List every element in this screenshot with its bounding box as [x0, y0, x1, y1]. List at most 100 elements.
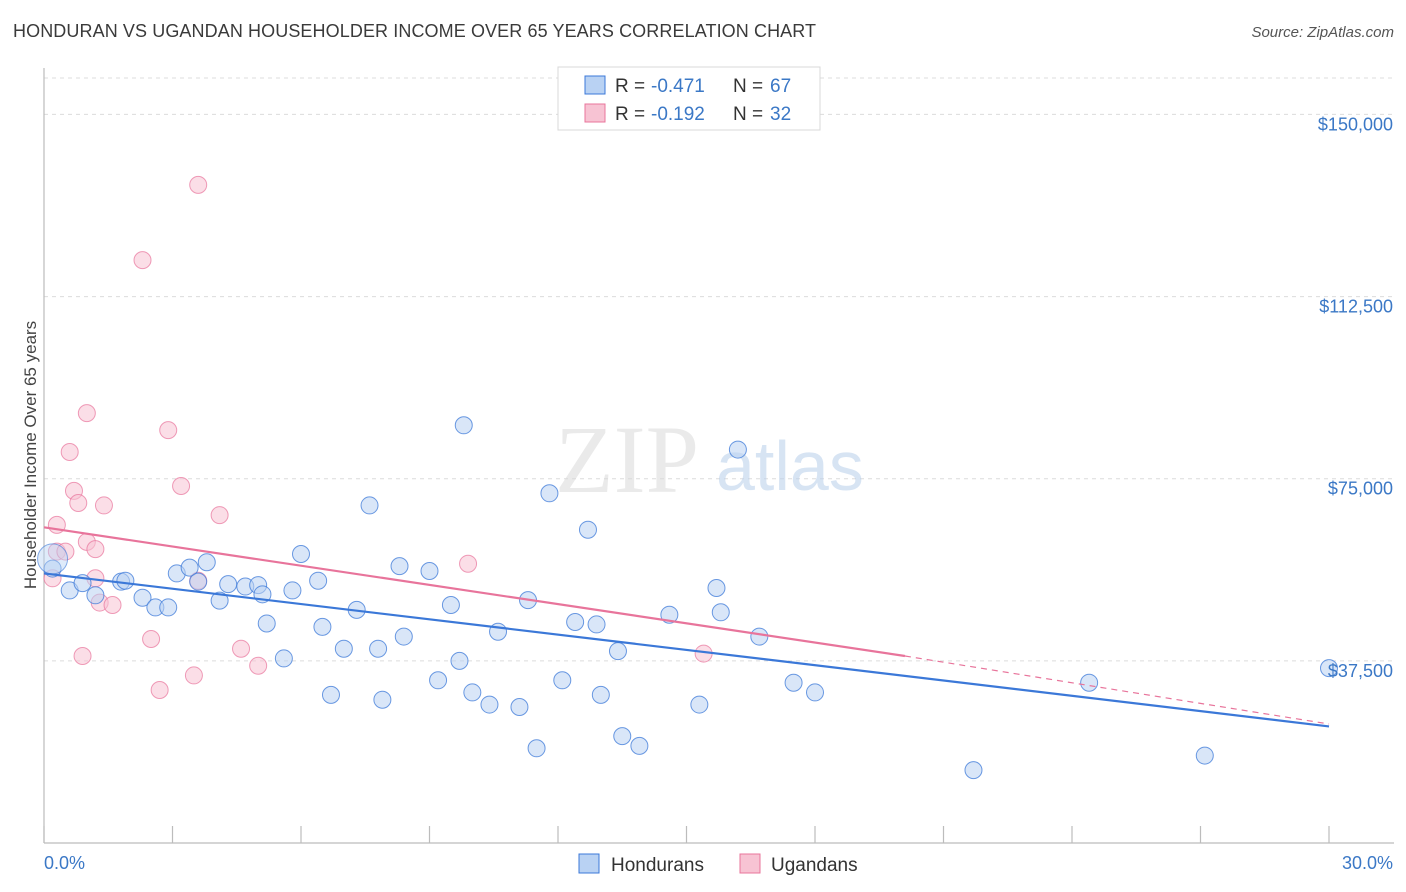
- chart-title: HONDURAN VS UGANDAN HOUSEHOLDER INCOME O…: [13, 21, 817, 41]
- hondurans-point: [750, 627, 769, 646]
- hondurans-point: [566, 613, 585, 631]
- hondurans-point: [806, 683, 824, 702]
- legend-r-value-hondurans: -0.471: [651, 76, 705, 97]
- hondurans-point: [360, 496, 379, 515]
- ugandans-point: [184, 666, 203, 685]
- hondurans-point: [210, 591, 229, 610]
- ugandans-point: [69, 494, 88, 512]
- hondurans-point: [711, 603, 730, 622]
- ugandans-point: [77, 404, 96, 423]
- hondurans-point: [309, 571, 328, 590]
- hondurans-point: [219, 575, 238, 594]
- trend-lines: [43, 526, 1330, 728]
- hondurans-point: [116, 571, 135, 590]
- correlation-legend: R = -0.471 N = 67 R = -0.192 N = 32: [557, 66, 821, 131]
- hondurans-point: [587, 615, 606, 634]
- ugandans-point: [60, 443, 79, 461]
- legend-swatch-hondurans: [584, 75, 606, 95]
- hondurans-point: [463, 683, 482, 702]
- hondurans-point: [321, 685, 340, 704]
- hondurans-point: [964, 761, 983, 780]
- hondurans-point: [37, 543, 69, 575]
- x-tick-label-min: 0.0%: [44, 853, 85, 873]
- hondurans-point: [334, 639, 353, 658]
- hondurans-point: [257, 614, 276, 633]
- hondurans-point: [1080, 673, 1099, 692]
- grid-lines: [44, 77, 1394, 662]
- hondurans-trend-line: [43, 572, 1330, 728]
- y-tick-label: $75,000: [1328, 479, 1393, 499]
- bottom-legend-swatch-ugandans: [739, 853, 761, 874]
- legend-r-value-ugandans: -0.192: [651, 104, 705, 125]
- ugandans-point: [232, 639, 251, 658]
- ugandans-point: [133, 251, 152, 270]
- ugandans-point: [172, 477, 191, 495]
- hondurans-point: [390, 557, 409, 576]
- hondurans-point: [197, 553, 216, 572]
- hondurans-point: [690, 695, 709, 714]
- hondurans-point: [133, 588, 152, 607]
- hondurans-point: [369, 639, 388, 658]
- legend-n-value-ugandans: 32: [770, 104, 791, 125]
- hondurans-point: [274, 649, 293, 668]
- ugandans-trend-line: [43, 526, 906, 658]
- legend-n-value-hondurans: 67: [770, 76, 791, 97]
- ugandans-point: [159, 421, 178, 440]
- x-tick-label-max: 30.0%: [1342, 853, 1393, 873]
- axes: [43, 68, 1394, 844]
- hondurans-point: [1320, 659, 1338, 678]
- hondurans-point: [784, 673, 803, 692]
- ugandans-point: [459, 554, 478, 573]
- hondurans-point: [180, 558, 199, 577]
- hondurans-point: [660, 605, 679, 624]
- legend-r-label-ugandans: R =: [615, 104, 645, 125]
- ugandans-point: [142, 630, 161, 648]
- hondurans-point: [450, 651, 469, 670]
- bottom-legend-swatch-hondurans: [578, 853, 600, 874]
- ugandans-point: [210, 506, 229, 525]
- hondurans-point: [608, 642, 627, 661]
- legend-swatch-ugandans: [584, 103, 606, 123]
- hondurans-point: [313, 617, 332, 636]
- hondurans-point: [728, 440, 747, 459]
- hondurans-point: [591, 685, 610, 704]
- hondurans-point: [86, 586, 105, 605]
- ugandans-point: [189, 175, 208, 194]
- hondurans-point: [630, 736, 649, 755]
- ugandans-point: [249, 656, 268, 675]
- y-tick-label: $112,500: [1319, 297, 1393, 317]
- hondurans-point: [510, 698, 529, 716]
- hondurans-point: [441, 596, 460, 614]
- ugandans-point: [103, 596, 122, 614]
- y-tick-label: $150,000: [1318, 114, 1393, 134]
- y-tick-label: $37,500: [1328, 661, 1393, 681]
- ugandans-point: [94, 496, 113, 515]
- hondurans-point: [373, 690, 392, 709]
- hondurans-point: [454, 416, 473, 435]
- hondurans-point: [394, 627, 413, 646]
- hondurans-point: [480, 695, 499, 714]
- hondurans-point: [159, 598, 178, 617]
- series-legend: Hondurans Ugandans: [578, 853, 858, 876]
- hondurans-point: [292, 545, 310, 563]
- legend-n-label-ugandans: N =: [733, 104, 763, 125]
- chart-source: Source: ZipAtlas.com: [1251, 24, 1394, 41]
- ugandans-trend-extension: [904, 655, 1330, 725]
- legend-r-label-hondurans: R =: [615, 76, 645, 97]
- ugandans-point: [73, 647, 92, 665]
- hondurans-point: [283, 581, 302, 600]
- ugandans-point: [86, 540, 105, 559]
- hondurans-point: [553, 671, 572, 690]
- hondurans-point: [1195, 746, 1214, 765]
- hondurans-point: [707, 579, 726, 597]
- hondurans-point: [540, 484, 559, 503]
- hondurans-point: [527, 739, 546, 758]
- bottom-legend-label-hondurans: Hondurans: [611, 855, 704, 876]
- ugandans-point: [150, 681, 169, 699]
- y-tick-labels: $37,500 $75,000 $112,500 $150,000: [1318, 114, 1393, 680]
- y-axis-label: Householder Income Over 65 years: [21, 321, 40, 589]
- watermark-atlas: atlas: [716, 427, 864, 505]
- hondurans-point: [420, 562, 439, 580]
- hondurans-point: [189, 572, 208, 591]
